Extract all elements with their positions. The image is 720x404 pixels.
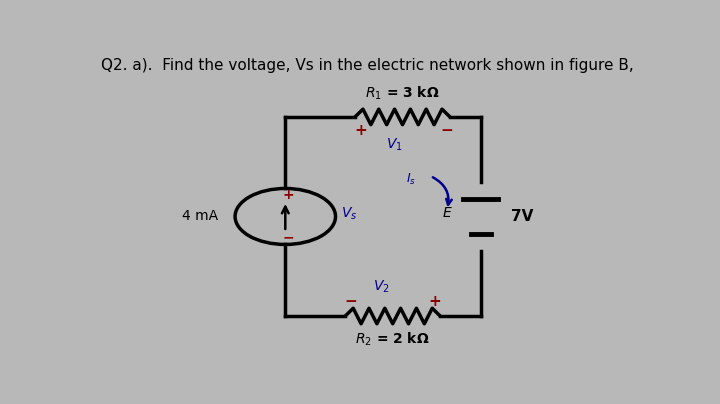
Text: $R_2$ = 2 kΩ: $R_2$ = 2 kΩ	[356, 330, 430, 348]
Text: $E$: $E$	[442, 206, 453, 220]
Text: Q2. a).  Find the voltage, Vs in the electric network shown in figure B,: Q2. a). Find the voltage, Vs in the elec…	[101, 58, 634, 73]
Text: $V_s$: $V_s$	[341, 205, 357, 221]
Text: $I_s$: $I_s$	[406, 172, 416, 187]
Text: 4 mA: 4 mA	[182, 209, 218, 223]
Text: −: −	[282, 230, 294, 244]
Text: $R_1$ = 3 kΩ: $R_1$ = 3 kΩ	[365, 85, 440, 102]
Text: $V_2$: $V_2$	[373, 278, 390, 295]
Text: 7V: 7V	[511, 209, 534, 224]
Text: $V_1$: $V_1$	[386, 137, 402, 153]
Text: +: +	[282, 188, 294, 202]
Text: +: +	[354, 123, 367, 139]
Text: +: +	[428, 294, 441, 309]
Text: −: −	[344, 294, 357, 309]
Text: −: −	[441, 123, 454, 139]
